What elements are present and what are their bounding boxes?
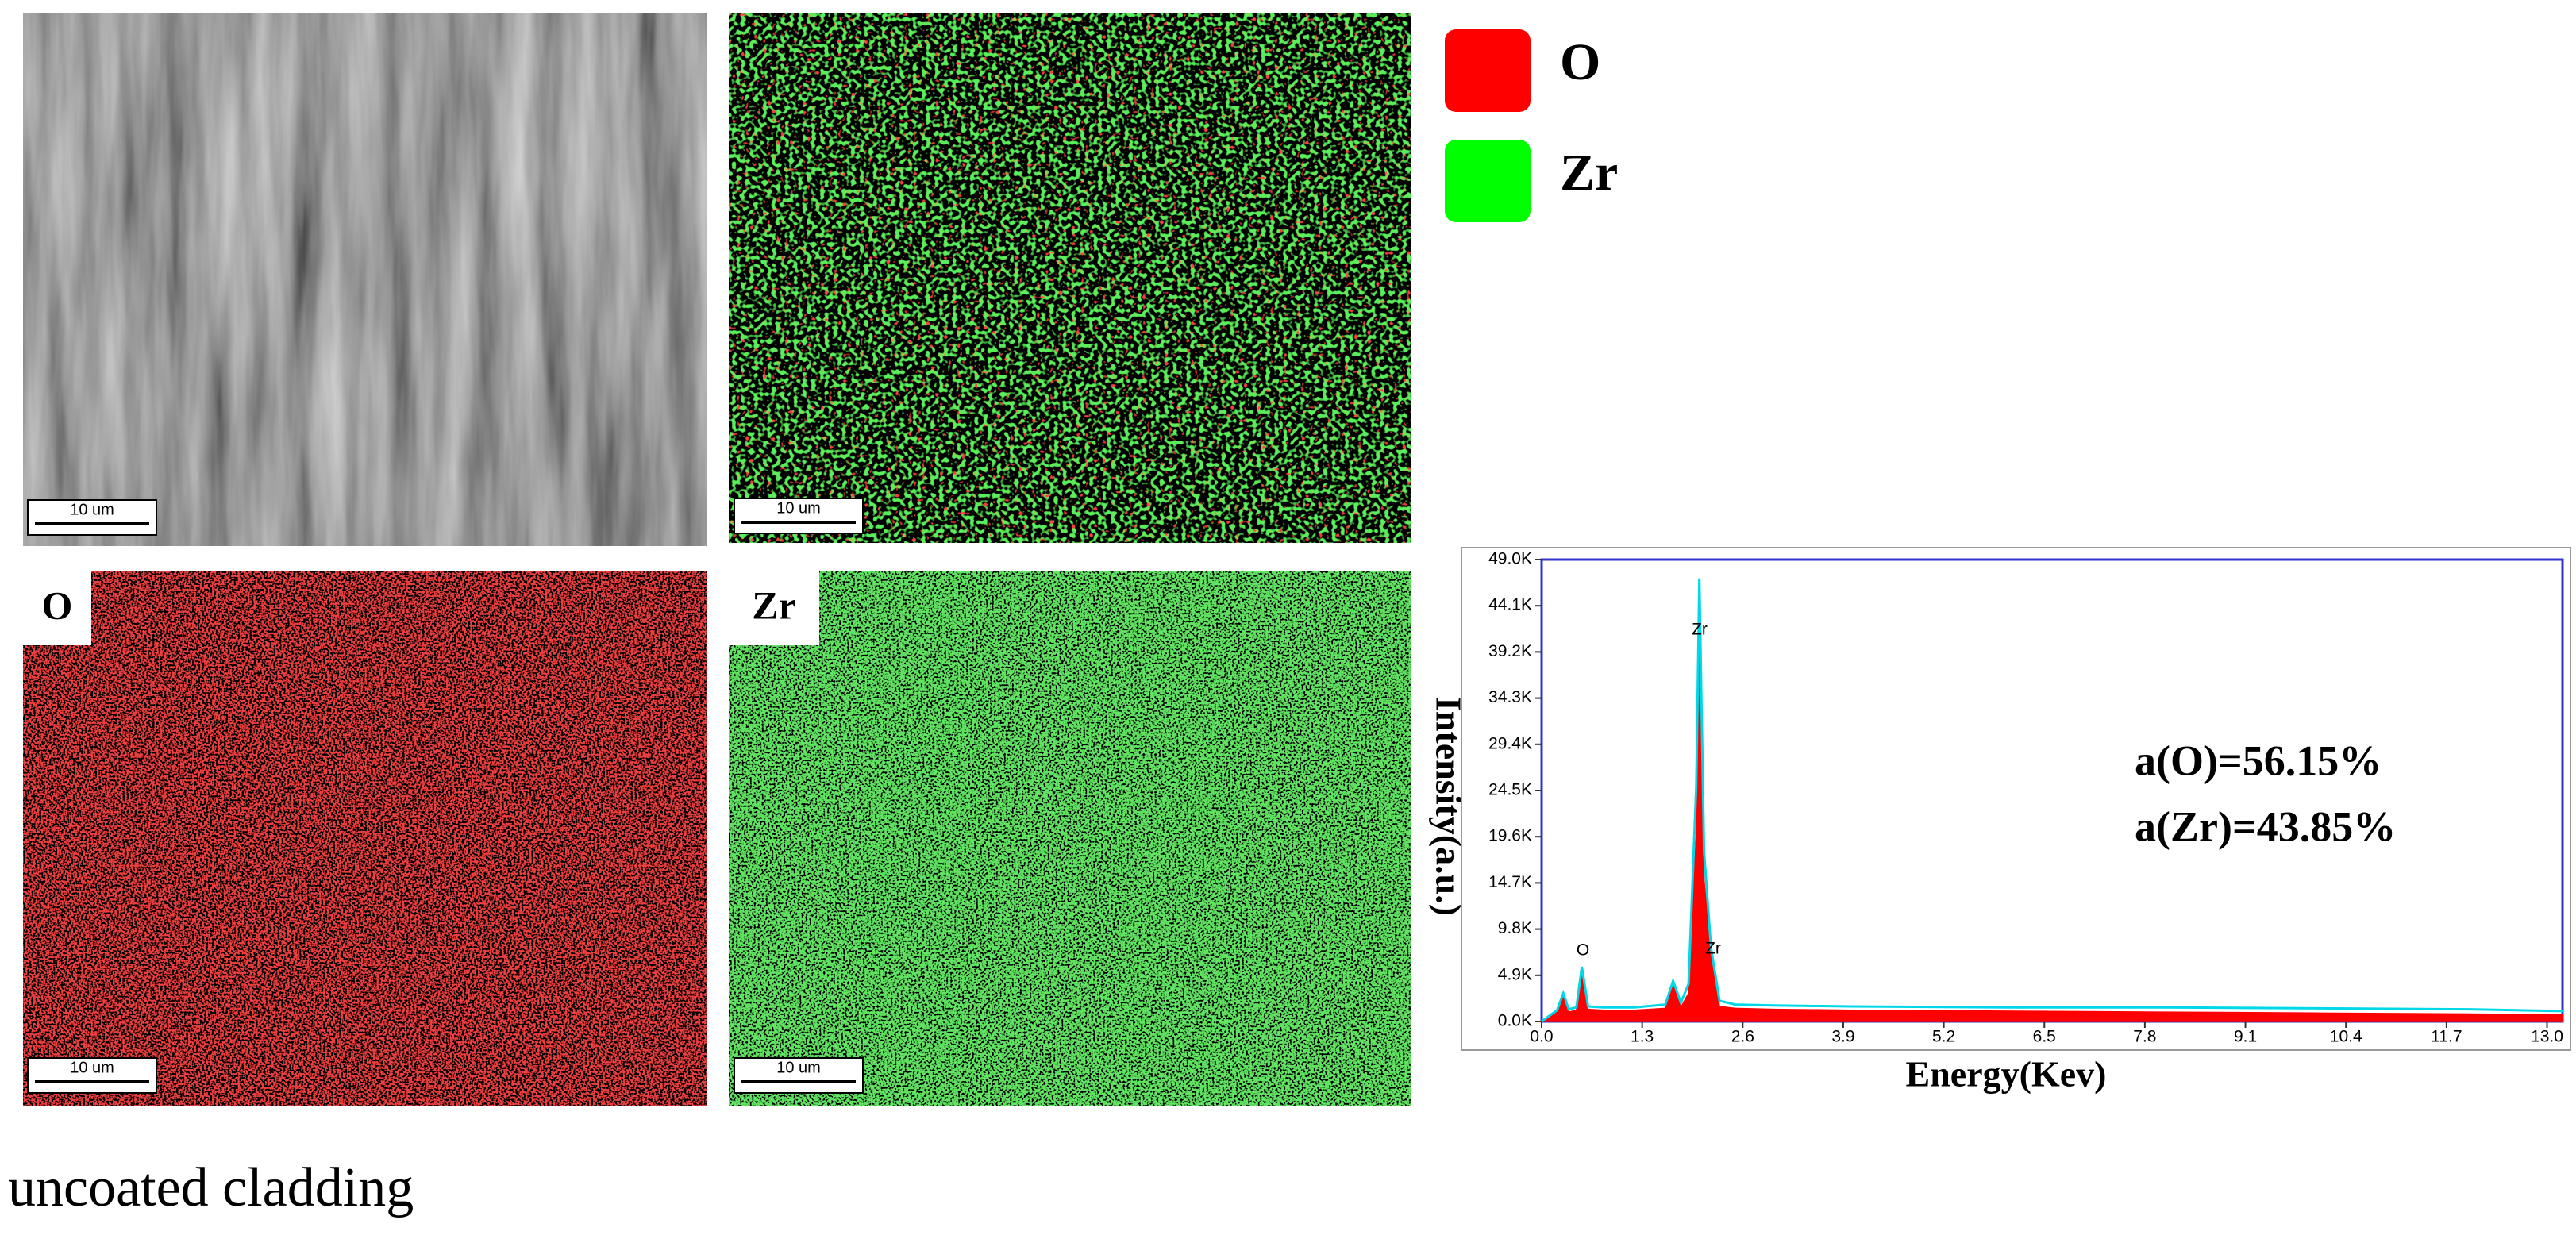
y-tick-label: 4.9K	[1498, 965, 1532, 983]
y-tick-label: 29.4K	[1488, 734, 1532, 752]
o-map	[23, 571, 707, 1106]
x-tick-label: 2.6	[1731, 1028, 1754, 1046]
x-tick-label: 13.0	[2531, 1028, 2563, 1046]
scale-bar-box	[734, 498, 864, 534]
annotation: Zr	[1705, 940, 1721, 958]
legend-label: Zr	[1560, 144, 1618, 202]
y-tick-label: 14.7K	[1488, 873, 1532, 891]
scale-bar-label: 10 um	[776, 499, 821, 517]
map-label: O	[42, 583, 73, 627]
scale-bar-box	[27, 499, 157, 536]
y-tick-label: 44.1K	[1488, 596, 1532, 614]
x-tick-label: 3.9	[1831, 1028, 1854, 1046]
annotation: O	[1577, 941, 1589, 960]
x-tick-label: 9.1	[2234, 1028, 2257, 1046]
x-axis-label: Energy(Kev)	[1906, 1054, 2107, 1095]
chart-frame	[1461, 547, 2571, 1051]
x-tick-label: 1.3	[1631, 1028, 1654, 1046]
y-tick-label: 39.2K	[1488, 642, 1532, 660]
scale-bar: 10 um	[734, 1057, 864, 1094]
sem-image	[23, 13, 707, 546]
map-label-box	[729, 571, 819, 645]
scale-bar: 10 um	[734, 498, 864, 534]
scale-bar: 10 um	[27, 1057, 157, 1094]
scale-bar-label: 10 um	[70, 1059, 114, 1076]
y-tick-label: 9.8K	[1498, 919, 1532, 937]
scale-bar: 10 um	[27, 499, 157, 536]
overlay-map	[729, 13, 1411, 543]
x-tick-label: 0.0	[1530, 1028, 1553, 1046]
scale-bar-label: 10 um	[776, 1059, 821, 1076]
legend-swatch	[1445, 29, 1531, 112]
scale-bar-box	[734, 1057, 864, 1094]
x-tick-label: 11.7	[2431, 1028, 2462, 1046]
x-tick-label: 7.8	[2133, 1028, 2156, 1046]
caption: uncoated cladding	[8, 1157, 414, 1218]
annotation: a(Zr)=43.85%	[2135, 802, 2396, 850]
y-tick-label: 49.0K	[1488, 550, 1532, 568]
legend-swatch	[1445, 140, 1531, 222]
y-tick-label: 0.0K	[1498, 1012, 1532, 1030]
annotation: Zr	[1692, 621, 1708, 639]
y-tick-label: 34.3K	[1488, 688, 1532, 706]
spectrum-line	[1541, 578, 2563, 1023]
y-tick-label: 24.5K	[1488, 781, 1532, 799]
x-tick-label: 5.2	[1932, 1028, 1955, 1046]
legend-label: O	[1560, 33, 1600, 91]
x-tick-label: 10.4	[2330, 1028, 2362, 1046]
scale-bar-label: 10 um	[70, 501, 114, 518]
x-tick-label: 6.5	[2033, 1028, 2056, 1046]
y-axis-label: Intensity(a.u.)	[1428, 697, 1469, 916]
annotation: a(O)=56.15%	[2135, 737, 2382, 784]
map-label-box	[23, 571, 91, 645]
zr-map	[729, 571, 1411, 1106]
y-tick-label: 19.6K	[1488, 827, 1532, 845]
map-label: Zr	[752, 583, 796, 627]
scale-bar-box	[27, 1057, 157, 1094]
